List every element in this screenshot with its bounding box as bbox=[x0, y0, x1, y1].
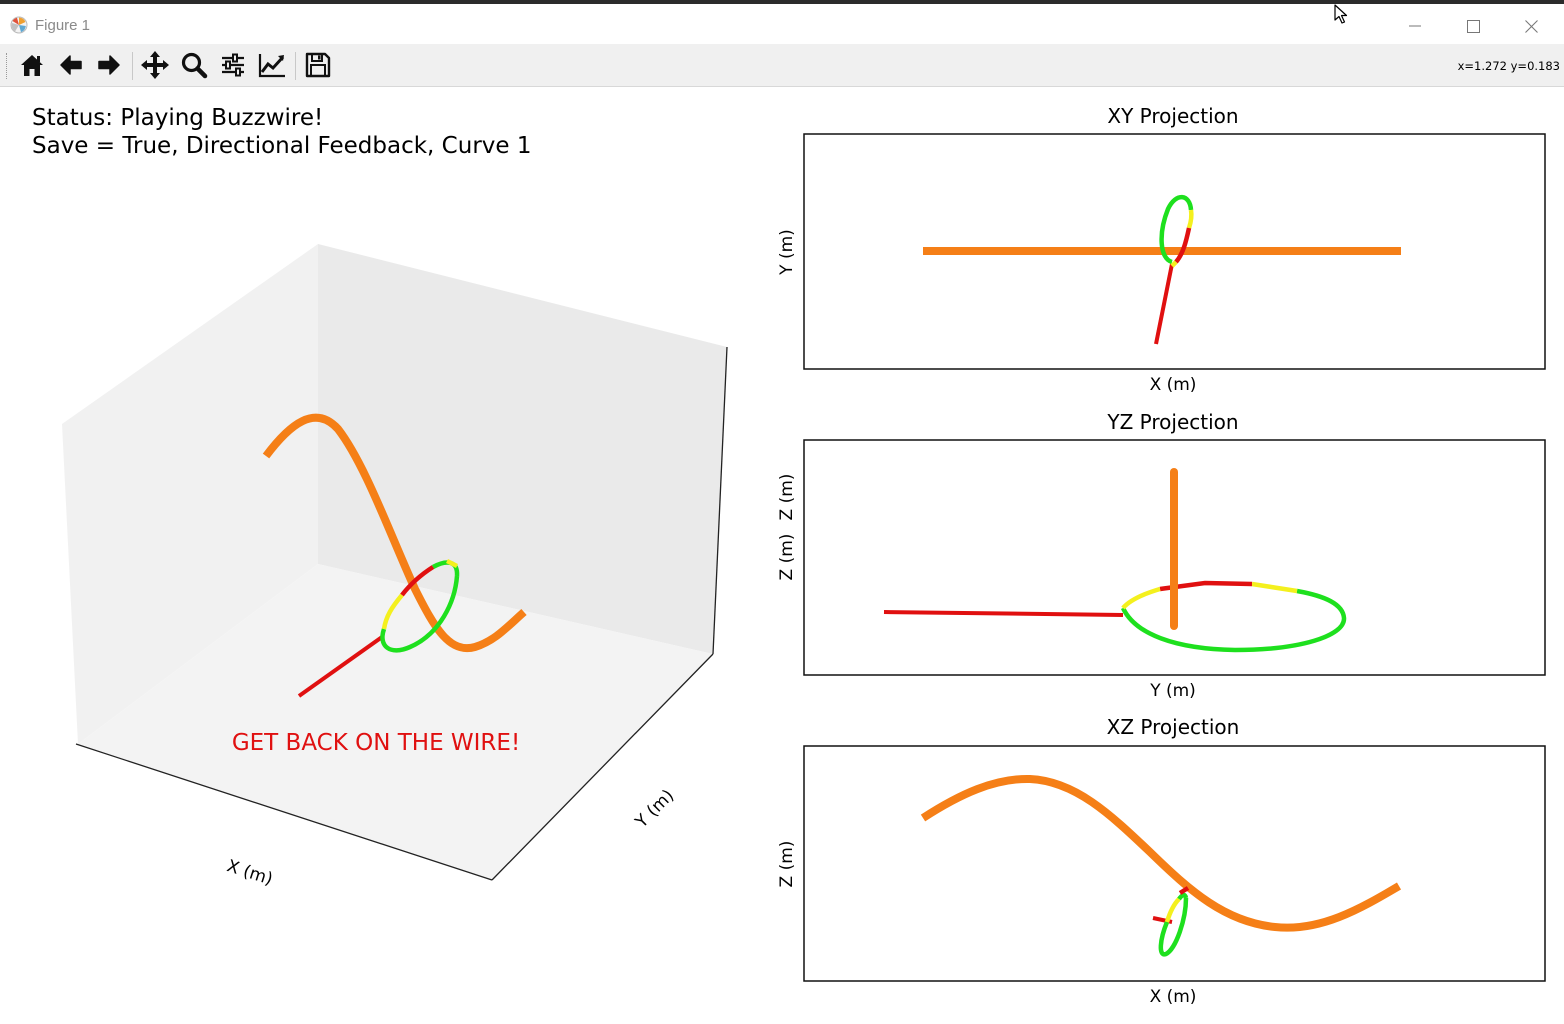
status-line-1: Status: Playing Buzzwire! bbox=[32, 105, 324, 131]
xy-probe-trail bbox=[1154, 263, 1174, 345]
ring-3d bbox=[380, 558, 460, 653]
back-button[interactable] bbox=[54, 48, 88, 82]
home-icon bbox=[21, 55, 43, 76]
zoom-button[interactable] bbox=[177, 48, 211, 82]
edit-axes-button[interactable] bbox=[255, 48, 289, 82]
figure-canvas[interactable]: Status: Playing Buzzwire! Save = True, D… bbox=[0, 87, 1564, 1024]
xy-ring bbox=[1159, 194, 1194, 268]
warning-message: GET BACK ON THE WIRE! bbox=[232, 730, 520, 756]
back-arrow-icon bbox=[60, 55, 82, 75]
pan-button[interactable] bbox=[138, 48, 172, 82]
xz-projection-axes[interactable]: XZ Projection X (m) Z (m) bbox=[777, 715, 1546, 1007]
status-text: Status: Playing Buzzwire! Save = True, D… bbox=[32, 104, 531, 160]
save-button[interactable] bbox=[301, 48, 335, 82]
subplots-icon bbox=[222, 53, 244, 77]
maximize-button[interactable] bbox=[1444, 8, 1502, 44]
axis-line-y bbox=[491, 653, 714, 881]
save-icon bbox=[305, 52, 331, 78]
edit-axes-icon bbox=[258, 54, 285, 78]
wire-curve-3d bbox=[262, 413, 527, 653]
yz-ylabel-overlap: Z (m) bbox=[777, 474, 797, 521]
toolbar-separator bbox=[295, 52, 296, 80]
window-title: Figure 1 bbox=[35, 17, 91, 34]
yz-ylabel: Z (m) bbox=[777, 534, 797, 581]
forward-arrow-icon bbox=[98, 55, 120, 75]
close-button[interactable] bbox=[1502, 8, 1560, 44]
yz-title: YZ Projection bbox=[1106, 410, 1238, 434]
xy-title: XY Projection bbox=[1107, 104, 1238, 128]
probe-trail-3d bbox=[297, 635, 384, 698]
pan-icon bbox=[141, 51, 169, 79]
axis-line-x bbox=[75, 743, 493, 881]
figure-svg: GET BACK ON THE WIRE! X (m) Y (m) XY Pro… bbox=[62, 104, 1546, 1007]
pane-floor bbox=[78, 564, 713, 880]
xz-wire bbox=[920, 774, 1402, 932]
maximize-icon bbox=[1466, 19, 1480, 33]
minimize-icon bbox=[1409, 25, 1421, 27]
y-axis-label-3d: Y (m) bbox=[631, 786, 678, 833]
axis-line-z bbox=[712, 346, 728, 655]
plot-3d-axes[interactable]: GET BACK ON THE WIRE! X (m) Y (m) bbox=[62, 244, 728, 890]
cursor-coordinates: x=1.272 y=0.183 bbox=[1457, 59, 1560, 73]
xy-projection-axes[interactable]: XY Projection X (m) Y (m) bbox=[777, 104, 1546, 395]
yz-xlabel: Y (m) bbox=[1149, 681, 1196, 701]
matplotlib-logo-icon bbox=[10, 16, 28, 34]
xz-xlabel: X (m) bbox=[1150, 987, 1197, 1007]
pane-back-right bbox=[318, 244, 727, 654]
yz-probe-trail bbox=[883, 610, 1124, 617]
x-axis-label-3d: X (m) bbox=[224, 856, 275, 890]
toolbar-grip[interactable] bbox=[6, 53, 10, 79]
status-line-2: Save = True, Directional Feedback, Curve… bbox=[32, 133, 532, 159]
yz-projection-axes[interactable]: YZ Projection Y (m) Z (m) Z (m) bbox=[777, 410, 1546, 701]
xz-ylabel: Z (m) bbox=[777, 841, 797, 888]
xy-ylabel: Y (m) bbox=[777, 229, 797, 276]
xz-title: XZ Projection bbox=[1107, 715, 1240, 739]
forward-button[interactable] bbox=[92, 48, 126, 82]
close-icon bbox=[1524, 19, 1538, 33]
xz-ring bbox=[1158, 886, 1190, 957]
toolbar-separator bbox=[132, 52, 133, 80]
title-bar[interactable]: Figure 1 bbox=[0, 8, 1564, 44]
configure-subplots-button[interactable] bbox=[216, 48, 250, 82]
home-button[interactable] bbox=[15, 48, 49, 82]
mouse-cursor-icon bbox=[1334, 4, 1348, 24]
minimize-button[interactable] bbox=[1386, 8, 1444, 44]
pane-back-left bbox=[62, 244, 318, 744]
xy-xlabel: X (m) bbox=[1150, 375, 1197, 395]
zoom-icon bbox=[181, 52, 208, 79]
navigation-toolbar: x=1.272 y=0.183 bbox=[0, 44, 1564, 87]
